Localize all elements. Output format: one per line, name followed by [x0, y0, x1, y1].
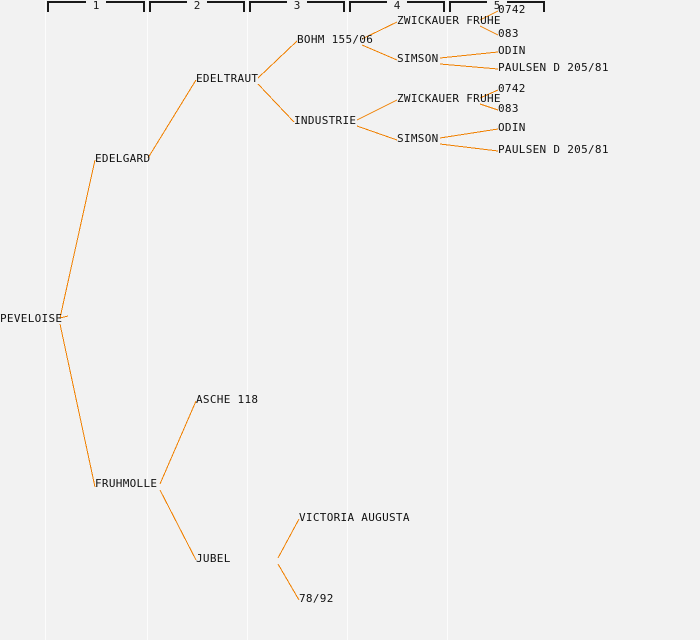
pedigree-node-g4d[interactable]: SIMSON: [397, 132, 439, 145]
edge-g3b-to-g4c: [356, 99, 398, 121]
generation-header-2: 2: [149, 0, 245, 12]
pedigree-node-g3a[interactable]: BOHM 155/06: [297, 33, 374, 46]
column-divider-3: [247, 0, 248, 640]
edge-g4d-to-g5g: [439, 128, 499, 139]
edge-root-to-g1a: [59, 159, 96, 319]
pedigree-node-g3b[interactable]: INDUSTRIE: [294, 114, 357, 127]
pedigree-node-g5h[interactable]: PAULSEN D 205/81: [498, 143, 609, 156]
column-divider-5: [447, 0, 448, 640]
pedigree-node-g4a[interactable]: ZWICKAUER FRUHE: [397, 14, 501, 27]
pedigree-node-g3d[interactable]: 78/92: [299, 592, 334, 605]
pedigree-node-g5f[interactable]: 083: [498, 102, 519, 115]
pedigree-node-g5a[interactable]: 0742: [498, 3, 526, 16]
pedigree-node-root[interactable]: PEVELOISE: [0, 312, 63, 325]
pedigree-node-g2a[interactable]: EDELTRAUT: [196, 72, 259, 85]
edge-g4d-to-g5h: [439, 143, 499, 152]
column-divider-1: [45, 0, 46, 640]
generation-header-4: 4: [349, 0, 445, 12]
generation-header-1: 1: [47, 0, 145, 12]
pedigree-node-g1b[interactable]: FRUHMOLLE: [95, 477, 158, 490]
edge-g3b-to-g4d: [356, 125, 398, 141]
pedigree-node-g3c[interactable]: VICTORIA AUGUSTA: [299, 511, 410, 524]
generation-number-label: 3: [287, 0, 307, 11]
edge-g2a-to-g3b: [257, 83, 295, 123]
edge-g1b-to-g2b: [159, 400, 197, 485]
generation-number-label: 5: [487, 0, 507, 11]
pedigree-node-g1a[interactable]: EDELGARD: [95, 152, 151, 165]
pedigree-node-g4c[interactable]: ZWICKAUER FRUHE: [397, 92, 501, 105]
edge-g4b-to-g5c: [439, 51, 499, 59]
edge-g1a-to-g2a: [147, 79, 197, 159]
column-divider-4: [347, 0, 348, 640]
edge-g1b-to-g2c: [159, 489, 197, 561]
edge-g4a-to-g5b: [479, 25, 499, 36]
edge-g2a-to-g3a: [257, 40, 298, 79]
edge-g2c-to-g3d: [277, 563, 300, 601]
pedigree-node-g5b[interactable]: 083: [498, 27, 519, 40]
pedigree-node-g2c[interactable]: JUBEL: [196, 552, 231, 565]
edge-g3a-to-g4b: [361, 44, 398, 61]
generation-number-label: 2: [187, 0, 207, 11]
generation-header-3: 3: [249, 0, 345, 12]
pedigree-node-g5c[interactable]: ODIN: [498, 44, 526, 57]
pedigree-node-g2b[interactable]: ASCHE 118: [196, 393, 259, 406]
pedigree-node-g5g[interactable]: ODIN: [498, 121, 526, 134]
generation-number-label: 1: [86, 0, 106, 11]
edge-g4b-to-g5d: [439, 63, 499, 70]
column-divider-2: [147, 0, 148, 640]
edge-root-to-g1b: [59, 323, 96, 488]
generation-header-5: 5: [449, 0, 545, 12]
pedigree-node-g4b[interactable]: SIMSON: [397, 52, 439, 65]
pedigree-node-g5d[interactable]: PAULSEN D 205/81: [498, 61, 609, 74]
edge-g2c-to-g3c: [277, 518, 300, 559]
pedigree-node-g5e[interactable]: 0742: [498, 82, 526, 95]
generation-number-label: 4: [387, 0, 407, 11]
